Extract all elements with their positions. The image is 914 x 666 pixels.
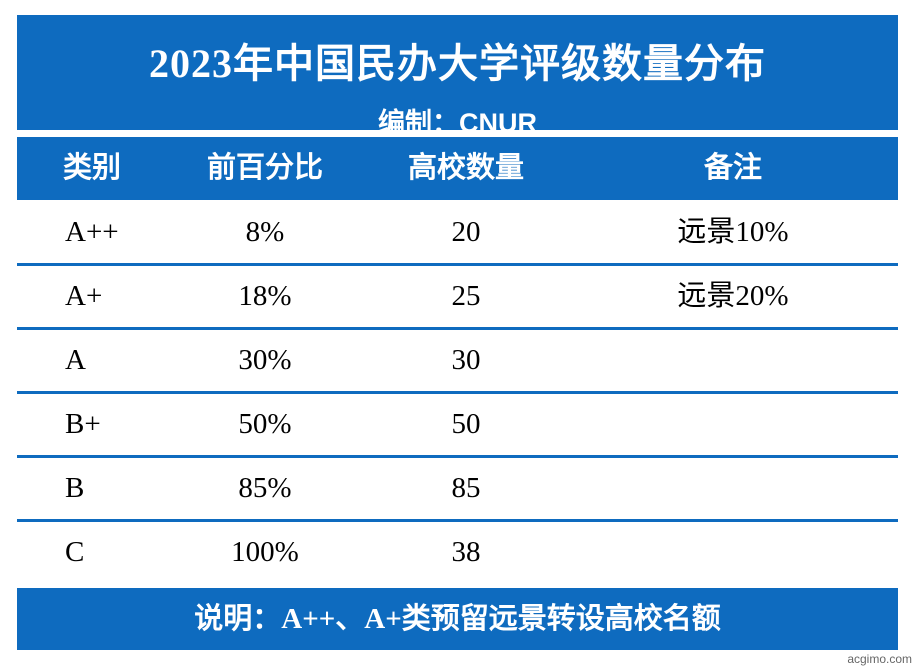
table-cell: 远景20% [677, 280, 789, 312]
table-cell: 85 [451, 472, 481, 504]
table-cell: 8% [245, 216, 285, 248]
header: 2023年中国民办大学评级数量分布 编制：CNUR [17, 15, 898, 138]
table-cell: 18% [238, 280, 292, 312]
row-divider [17, 327, 898, 330]
table-cell: 50 [451, 408, 481, 440]
table-cell: 25 [451, 280, 481, 312]
column-label: 类别 [62, 152, 122, 184]
column-label: 备注 [703, 152, 763, 184]
row-divider [17, 263, 898, 266]
table-cell: 20 [451, 216, 481, 248]
footer-note: 说明：A++、A+类预留远景转设高校名额 [194, 603, 721, 635]
row-divider [17, 391, 898, 394]
row-label: A+ [65, 280, 103, 312]
table-cell: 50% [238, 408, 292, 440]
table-cell: 30 [451, 344, 481, 376]
table-cell: 30% [238, 344, 292, 376]
row-label: A [65, 344, 86, 376]
row-label: A++ [65, 216, 119, 248]
watermark: acgimo.com [847, 652, 912, 666]
table-cell: 85% [238, 472, 292, 504]
subtitle: 编制：CNUR [378, 108, 537, 138]
column-label: 前百分比 [206, 152, 324, 184]
table-cell: 远景10% [677, 216, 789, 248]
title: 2023年中国民办大学评级数量分布 [149, 41, 766, 86]
row-label: B+ [65, 408, 101, 440]
table-cell: 100% [231, 536, 299, 568]
row-divider [17, 455, 898, 458]
row-divider [17, 519, 898, 522]
column-header: 类别 前百分比 高校数量 备注 [17, 137, 898, 200]
table-cell: 38 [451, 536, 481, 568]
row-label: C [65, 536, 85, 568]
footer: 说明：A++、A+类预留远景转设高校名额 [17, 588, 898, 650]
column-label: 高校数量 [407, 152, 525, 184]
row-label: B [65, 472, 85, 504]
